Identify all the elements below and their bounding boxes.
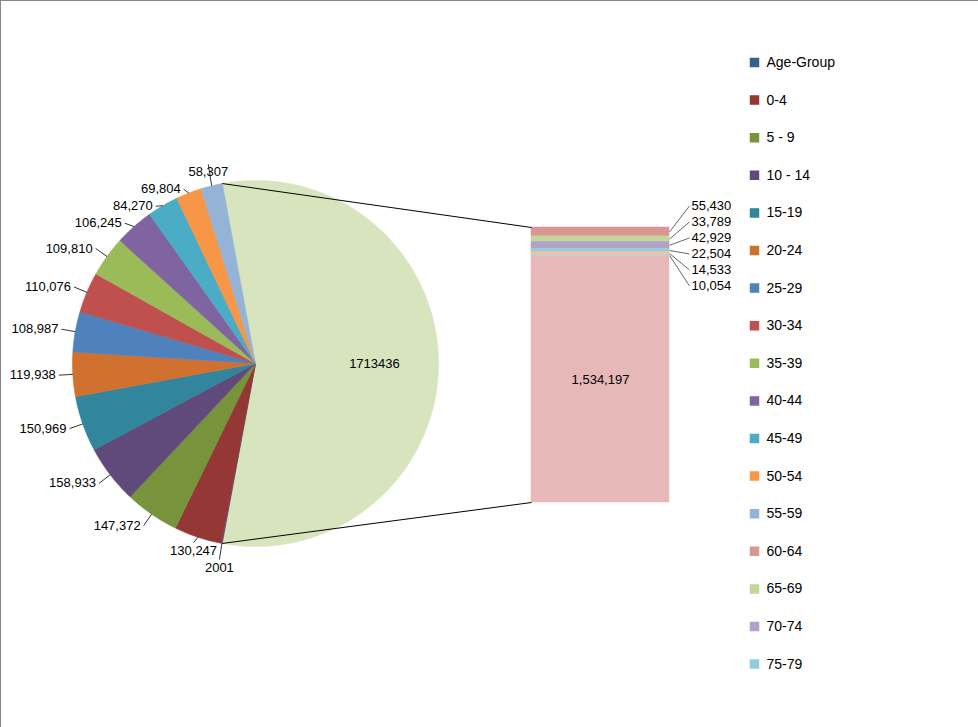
svg-text:158,933: 158,933 [49,475,96,490]
svg-text:110,076: 110,076 [25,279,71,294]
svg-text:70-74: 70-74 [767,618,803,634]
svg-text:108,987: 108,987 [12,321,59,336]
svg-text:25-29: 25-29 [767,280,803,296]
svg-text:106,245: 106,245 [75,215,122,230]
svg-text:30-34: 30-34 [767,317,803,333]
svg-text:150,969: 150,969 [20,421,67,436]
svg-text:35-39: 35-39 [767,355,803,371]
svg-text:0-4: 0-4 [767,92,787,108]
svg-text:65-69: 65-69 [767,580,803,596]
svg-text:50-54: 50-54 [767,468,803,484]
svg-text:Age-Group: Age-Group [767,54,836,70]
svg-text:1713436: 1713436 [349,356,400,371]
svg-text:5 - 9: 5 - 9 [767,129,795,145]
svg-text:119,938: 119,938 [10,367,56,382]
svg-text:55-59: 55-59 [767,505,803,521]
svg-text:130,247: 130,247 [170,543,217,558]
svg-text:1,534,197: 1,534,197 [572,372,630,387]
svg-text:45-49: 45-49 [767,430,803,446]
svg-text:55,430: 55,430 [692,198,732,213]
svg-text:147,372: 147,372 [94,518,141,533]
svg-text:75-79: 75-79 [767,656,803,672]
svg-text:22,504: 22,504 [692,246,732,261]
svg-text:84,270: 84,270 [113,198,153,213]
svg-text:2001: 2001 [205,560,234,575]
svg-text:10 - 14: 10 - 14 [767,167,811,183]
svg-text:14,533: 14,533 [692,262,732,277]
svg-text:15-19: 15-19 [767,204,803,220]
svg-text:10,054: 10,054 [692,278,732,293]
svg-text:20-24: 20-24 [767,242,803,258]
svg-text:40-44: 40-44 [767,392,803,408]
svg-text:58,307: 58,307 [188,164,228,179]
svg-text:109,810: 109,810 [46,241,93,256]
svg-text:33,789: 33,789 [692,214,732,229]
svg-text:42,929: 42,929 [692,230,732,245]
svg-text:60-64: 60-64 [767,543,803,559]
svg-text:69,804: 69,804 [141,181,181,196]
